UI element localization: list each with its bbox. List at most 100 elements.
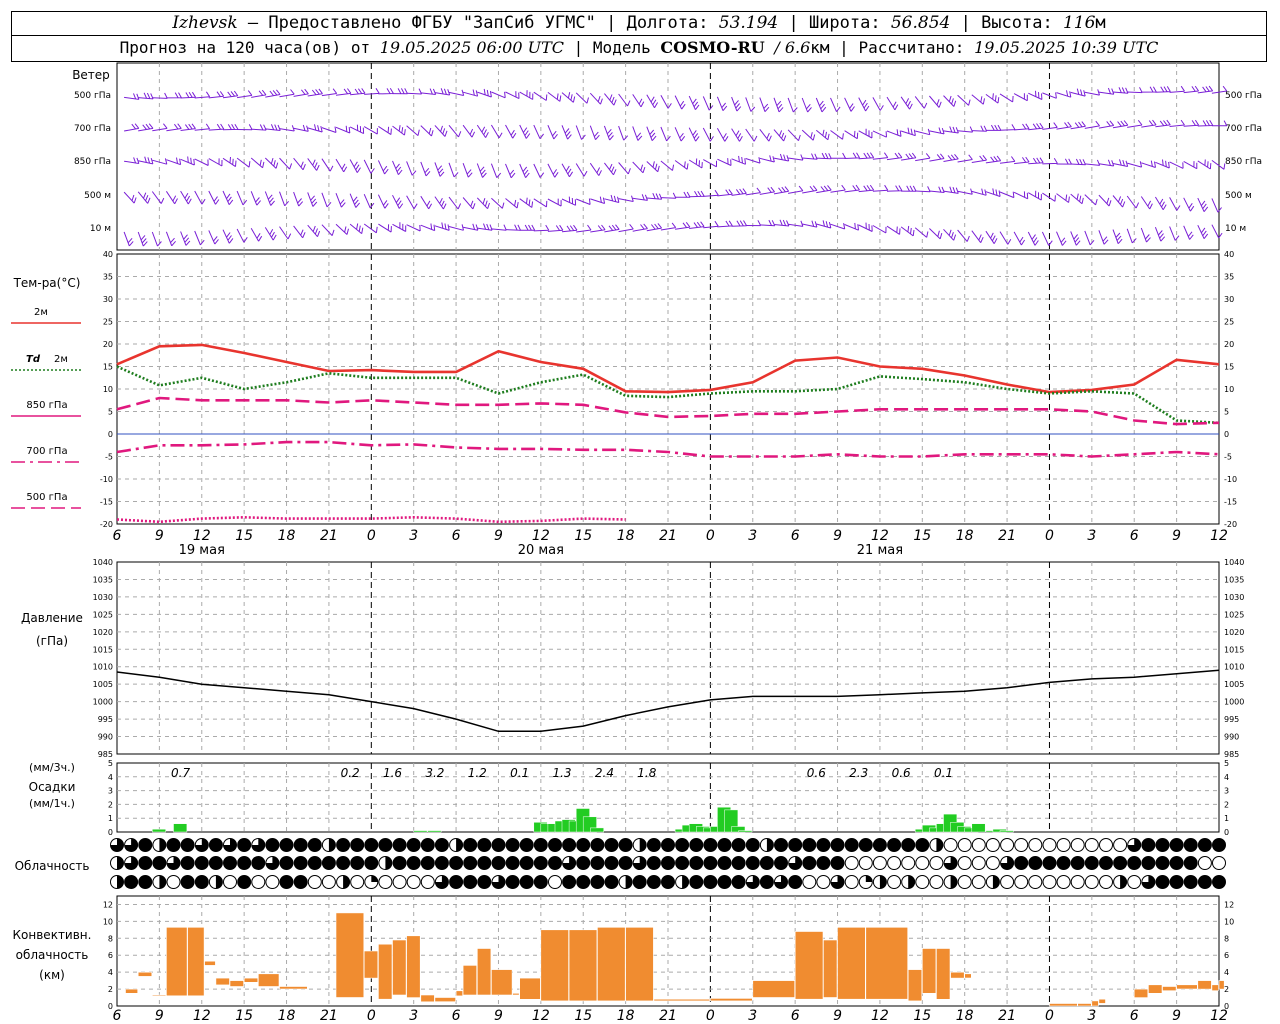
y-tick-label-left: 1010 bbox=[93, 663, 113, 672]
cloud-fill bbox=[1198, 875, 1212, 889]
y-tick-label-right: 0 bbox=[1224, 430, 1229, 439]
cloud-fill bbox=[901, 838, 915, 852]
cloud-fill bbox=[879, 875, 887, 889]
cloud-symbol bbox=[802, 856, 817, 870]
y-tick-label-left: 1035 bbox=[93, 575, 113, 584]
wind-barb bbox=[152, 123, 168, 132]
cloud-fill bbox=[393, 838, 407, 852]
wind-barb bbox=[1211, 85, 1228, 94]
cloud-symbol bbox=[1169, 875, 1184, 889]
wind-barb bbox=[773, 153, 790, 162]
wind-barb bbox=[519, 124, 531, 139]
x-tick-label: 0 bbox=[1045, 528, 1054, 544]
wind-barb bbox=[703, 159, 717, 168]
wind-barb bbox=[689, 221, 705, 229]
wind-barb bbox=[999, 231, 1012, 245]
cloud-symbol bbox=[519, 875, 534, 889]
cloud-fill bbox=[506, 838, 520, 852]
y-tick-label-left: 4 bbox=[108, 968, 113, 977]
wind-barb bbox=[1056, 121, 1072, 130]
wind-barb bbox=[307, 88, 323, 97]
wind-title: Ветер bbox=[72, 68, 110, 82]
x-tick-label: 6 bbox=[452, 1008, 461, 1024]
wind-barb bbox=[618, 223, 634, 233]
cloud-circle bbox=[802, 875, 817, 889]
wind-barb bbox=[123, 191, 137, 204]
cloud-circle bbox=[1014, 875, 1029, 889]
wind-barb bbox=[1028, 90, 1043, 100]
cloud-symbol bbox=[844, 838, 859, 852]
x-tick-label: 6 bbox=[452, 528, 461, 544]
wind-barb bbox=[943, 95, 957, 107]
wind-barb bbox=[180, 156, 195, 166]
cloud-circle bbox=[915, 875, 930, 889]
cloud-symbol bbox=[774, 875, 788, 889]
wind-barb bbox=[364, 88, 380, 95]
cloud-circle bbox=[1099, 875, 1113, 889]
wind-barb bbox=[251, 124, 267, 131]
wind-barb bbox=[166, 157, 182, 166]
wind-barb bbox=[236, 228, 248, 243]
wind-barb bbox=[901, 185, 917, 192]
wind-barb bbox=[604, 224, 620, 233]
y-tick-label-right: 12 bbox=[1224, 900, 1234, 909]
convective-bar bbox=[1211, 984, 1219, 991]
cloud-symbol bbox=[788, 875, 803, 889]
wind-barb bbox=[688, 158, 703, 169]
wind-barb bbox=[222, 190, 234, 205]
wind-barb bbox=[1155, 86, 1171, 93]
cloud-symbol bbox=[788, 838, 803, 852]
cloud-fill bbox=[463, 838, 477, 852]
convective-bar bbox=[229, 980, 244, 987]
wind-barb bbox=[688, 127, 700, 142]
wind-barb bbox=[1042, 158, 1058, 165]
cloud-fill bbox=[992, 875, 1000, 889]
cloud-symbol bbox=[406, 856, 421, 870]
cloud-fill bbox=[477, 856, 491, 870]
wind-barb bbox=[830, 223, 846, 230]
cloud-fill bbox=[802, 856, 816, 870]
convective-bar bbox=[1098, 998, 1106, 1004]
wind-barb bbox=[971, 125, 988, 132]
precip-sum-label: 1.8 bbox=[637, 766, 656, 780]
wind-barb bbox=[999, 93, 1014, 103]
cloud-fill bbox=[576, 875, 590, 889]
cloud-fill bbox=[159, 838, 166, 852]
cloud-circle bbox=[307, 875, 322, 889]
wind-barb bbox=[1098, 194, 1112, 207]
x-tick-label: 18 bbox=[617, 528, 635, 544]
wind-barb bbox=[1098, 87, 1115, 95]
wind-level-label-left: 850 гПа bbox=[74, 157, 111, 167]
wind-barb bbox=[985, 230, 998, 244]
wind-barb bbox=[1013, 93, 1028, 102]
cloud-symbol bbox=[1127, 838, 1142, 852]
x-tick-label: 9 bbox=[1172, 1008, 1181, 1024]
cloud-fill bbox=[746, 856, 760, 870]
cloud-symbol bbox=[336, 856, 351, 870]
wind-barb bbox=[1084, 120, 1100, 129]
cloud-symbol bbox=[420, 838, 435, 852]
wind-barb bbox=[830, 152, 846, 159]
wind-barb bbox=[250, 227, 263, 242]
cloud-fill bbox=[477, 875, 491, 889]
wind-barb bbox=[957, 126, 974, 133]
wind-barb bbox=[576, 224, 592, 233]
cloud-symbol bbox=[152, 856, 167, 870]
cloud-circle bbox=[1084, 875, 1099, 889]
wind-barb bbox=[1197, 224, 1209, 239]
cloud-circle bbox=[957, 856, 972, 870]
wind-barb bbox=[547, 92, 562, 102]
model-res: / 6.6 bbox=[774, 38, 811, 57]
wind-barb bbox=[1197, 159, 1212, 170]
cloud-fill bbox=[1156, 838, 1169, 852]
convective-bar bbox=[964, 973, 972, 979]
convective-bar bbox=[1176, 984, 1198, 990]
cloud-circle bbox=[223, 875, 237, 889]
wind-barb bbox=[363, 159, 375, 174]
wind-barb bbox=[321, 192, 332, 208]
cloud-fill bbox=[703, 875, 717, 889]
cloud-symbol bbox=[180, 856, 195, 870]
wind-barb bbox=[646, 94, 659, 108]
cloud-symbol bbox=[872, 838, 887, 852]
